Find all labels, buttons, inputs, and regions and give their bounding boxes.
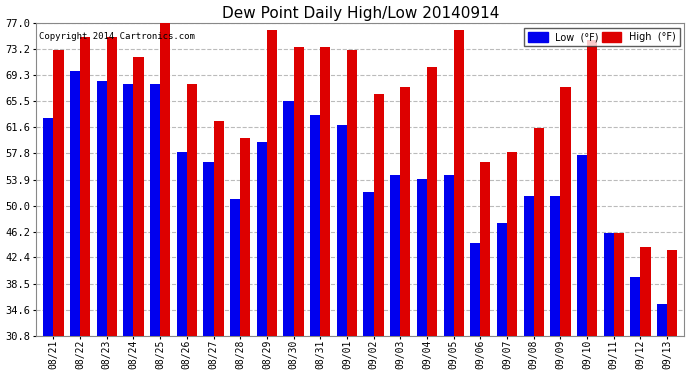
Bar [293,47,304,336]
Bar [497,223,507,336]
Bar [204,162,213,336]
Bar [373,94,384,336]
Bar [187,84,197,336]
Bar [400,87,411,336]
Bar [453,30,464,336]
Bar [577,155,587,336]
Bar [320,47,331,336]
Bar [587,40,598,336]
Bar [613,233,624,336]
Bar [97,81,107,336]
Bar [124,84,133,336]
Bar [524,196,533,336]
Bar [480,162,491,336]
Bar [70,70,80,336]
Bar [53,50,63,336]
Bar [160,23,170,336]
Bar [533,128,544,336]
Bar [417,179,427,336]
Bar [133,57,144,336]
Bar [347,50,357,336]
Bar [80,37,90,336]
Bar [177,152,187,336]
Bar [230,199,240,336]
Bar [444,176,453,336]
Text: Copyright 2014 Cartronics.com: Copyright 2014 Cartronics.com [39,33,195,42]
Bar [550,196,560,336]
Bar [427,67,437,336]
Bar [107,37,117,336]
Bar [257,142,267,336]
Legend: Low  (°F), High  (°F): Low (°F), High (°F) [524,28,680,46]
Bar [284,101,293,336]
Bar [470,243,480,336]
Bar [640,246,651,336]
Bar [507,152,518,336]
Bar [657,304,667,336]
Bar [337,124,347,336]
Bar [213,121,224,336]
Title: Dew Point Daily High/Low 20140914: Dew Point Daily High/Low 20140914 [221,6,499,21]
Bar [630,277,640,336]
Bar [310,114,320,336]
Bar [267,30,277,336]
Bar [560,87,571,336]
Bar [604,233,613,336]
Bar [390,176,400,336]
Bar [240,138,250,336]
Bar [667,250,678,336]
Bar [364,192,373,336]
Bar [150,84,160,336]
Bar [43,118,53,336]
